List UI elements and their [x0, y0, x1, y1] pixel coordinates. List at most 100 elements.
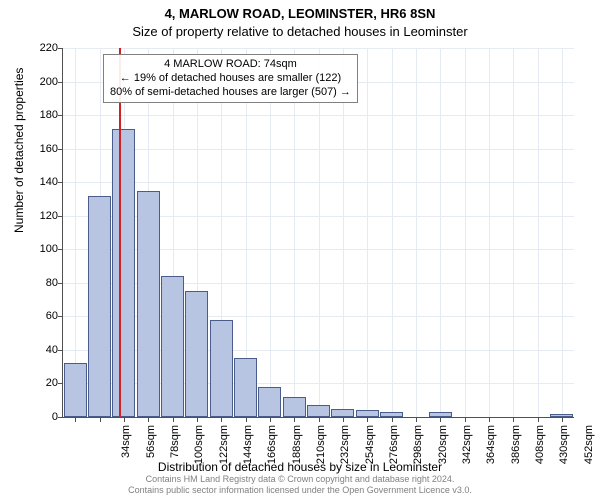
gridline-vertical: [416, 48, 417, 417]
x-tick-mark: [367, 417, 368, 422]
y-tick-label: 60: [18, 310, 58, 322]
x-tick-label: 144sqm: [242, 425, 254, 475]
gridline-vertical: [562, 48, 563, 417]
x-tick-mark: [75, 417, 76, 422]
x-tick-label: 56sqm: [145, 425, 157, 475]
histogram-bar: [137, 191, 160, 417]
y-tick-mark: [58, 149, 63, 150]
x-tick-mark: [465, 417, 466, 422]
histogram-bar: [185, 291, 208, 417]
chart-container: 4, MARLOW ROAD, LEOMINSTER, HR6 8SN Size…: [0, 0, 600, 500]
x-tick-mark: [148, 417, 149, 422]
x-tick-label: 342sqm: [461, 425, 473, 475]
y-tick-label: 220: [18, 42, 58, 54]
x-tick-label: 122sqm: [218, 425, 230, 475]
y-tick-mark: [58, 316, 63, 317]
histogram-bar: [258, 387, 281, 417]
x-tick-label: 188sqm: [291, 425, 303, 475]
callout-line3: 80% of semi-detached houses are larger (…: [110, 86, 351, 100]
histogram-bar: [234, 358, 257, 417]
footer-line1: Contains HM Land Registry data © Crown c…: [0, 474, 600, 485]
y-tick-label: 20: [18, 377, 58, 389]
histogram-bar: [88, 196, 111, 417]
y-tick-mark: [58, 182, 63, 183]
x-tick-label: 320sqm: [437, 425, 449, 475]
x-tick-label: 298sqm: [412, 425, 424, 475]
y-tick-label: 160: [18, 143, 58, 155]
property-marker-line: [119, 48, 121, 417]
x-tick-mark: [392, 417, 393, 422]
y-tick-mark: [58, 350, 63, 351]
histogram-bar: [283, 397, 306, 417]
x-tick-mark: [416, 417, 417, 422]
y-tick-mark: [58, 249, 63, 250]
x-tick-label: 100sqm: [193, 425, 205, 475]
x-tick-mark: [343, 417, 344, 422]
histogram-bar: [356, 410, 379, 417]
y-tick-label: 140: [18, 176, 58, 188]
x-tick-mark: [221, 417, 222, 422]
gridline-vertical: [343, 48, 344, 417]
x-tick-label: 210sqm: [315, 425, 327, 475]
callout-line1: 4 MARLOW ROAD: 74sqm: [110, 58, 351, 72]
x-tick-mark: [100, 417, 101, 422]
x-tick-mark: [513, 417, 514, 422]
histogram-bar: [380, 412, 403, 417]
plot-area: 4 MARLOW ROAD: 74sqm ← 19% of detached h…: [62, 48, 574, 418]
gridline-vertical: [392, 48, 393, 417]
y-tick-mark: [58, 216, 63, 217]
x-tick-label: 78sqm: [169, 425, 181, 475]
x-tick-mark: [246, 417, 247, 422]
y-tick-label: 0: [18, 411, 58, 423]
y-tick-mark: [58, 82, 63, 83]
histogram-bar: [161, 276, 184, 417]
x-tick-mark: [124, 417, 125, 422]
x-tick-mark: [197, 417, 198, 422]
histogram-bar: [331, 409, 354, 417]
x-tick-label: 34sqm: [120, 425, 132, 475]
y-tick-mark: [58, 48, 63, 49]
gridline-vertical: [538, 48, 539, 417]
x-tick-label: 276sqm: [388, 425, 400, 475]
callout-line2: ← 19% of detached houses are smaller (12…: [110, 72, 351, 86]
histogram-bar: [307, 405, 330, 417]
y-tick-label: 180: [18, 109, 58, 121]
y-tick-mark: [58, 283, 63, 284]
x-tick-label: 254sqm: [364, 425, 376, 475]
x-tick-label: 452sqm: [583, 425, 595, 475]
footer-line2: Contains public sector information licen…: [0, 485, 600, 496]
x-tick-label: 408sqm: [534, 425, 546, 475]
x-tick-mark: [440, 417, 441, 422]
y-tick-label: 120: [18, 210, 58, 222]
footer-attribution: Contains HM Land Registry data © Crown c…: [0, 474, 600, 496]
x-tick-label: 232sqm: [339, 425, 351, 475]
x-tick-mark: [270, 417, 271, 422]
x-tick-mark: [538, 417, 539, 422]
gridline-vertical: [75, 48, 76, 417]
gridline-vertical: [367, 48, 368, 417]
y-tick-mark: [58, 115, 63, 116]
x-tick-label: 364sqm: [485, 425, 497, 475]
callout-box: 4 MARLOW ROAD: 74sqm ← 19% of detached h…: [103, 54, 358, 103]
gridline-vertical: [513, 48, 514, 417]
x-tick-mark: [562, 417, 563, 422]
x-tick-label: 386sqm: [510, 425, 522, 475]
histogram-bar: [210, 320, 233, 417]
gridline-vertical: [440, 48, 441, 417]
y-tick-label: 80: [18, 277, 58, 289]
x-tick-mark: [294, 417, 295, 422]
x-tick-mark: [319, 417, 320, 422]
title-address: 4, MARLOW ROAD, LEOMINSTER, HR6 8SN: [0, 6, 600, 21]
x-tick-label: 166sqm: [266, 425, 278, 475]
histogram-bar: [550, 414, 573, 417]
x-tick-label: 430sqm: [558, 425, 570, 475]
y-tick-label: 200: [18, 76, 58, 88]
histogram-bar: [112, 129, 135, 417]
gridline-vertical: [319, 48, 320, 417]
x-tick-mark: [489, 417, 490, 422]
y-tick-mark: [58, 383, 63, 384]
title-subtitle: Size of property relative to detached ho…: [0, 24, 600, 39]
y-tick-label: 40: [18, 344, 58, 356]
y-tick-mark: [58, 417, 63, 418]
gridline-vertical: [270, 48, 271, 417]
